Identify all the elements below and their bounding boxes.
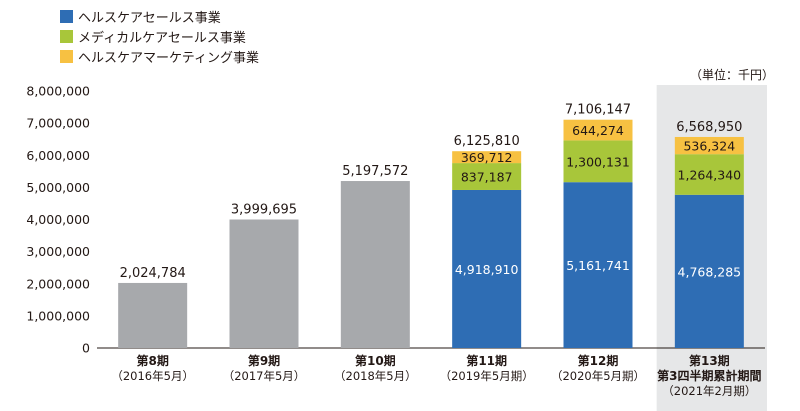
y-tick-label: 5,000,000 bbox=[26, 180, 90, 195]
bar-total-label: 5,197,572 bbox=[342, 164, 408, 179]
bar-total-label: 6,125,810 bbox=[454, 134, 520, 149]
segment-value-label: 4,768,285 bbox=[678, 264, 742, 279]
x-category-label: 第12期 bbox=[578, 353, 619, 368]
segment-value-label: 5,161,741 bbox=[566, 258, 630, 273]
x-category-label: （2020年5月期） bbox=[551, 369, 645, 383]
legend-swatch-healthcare-sales bbox=[60, 9, 73, 23]
bar-total-label: 6,568,950 bbox=[676, 120, 742, 135]
bar-total-label: 7,106,147 bbox=[565, 103, 631, 118]
bar-segment-1 bbox=[563, 140, 633, 183]
legend-swatch-healthcare-marketing bbox=[60, 49, 73, 63]
legend-item-healthcare-sales: ヘルスケアセールス事業 bbox=[60, 6, 259, 26]
segment-value-label: 369,712 bbox=[461, 150, 513, 165]
unit-label: （単位：千円） bbox=[689, 68, 774, 82]
bar-total-label: 2,024,784 bbox=[120, 266, 186, 281]
bar-total bbox=[229, 219, 299, 348]
bar-total bbox=[118, 282, 188, 348]
bar-segment-1 bbox=[452, 163, 522, 190]
bar-segment-1 bbox=[674, 154, 744, 195]
x-category-label: （2019年5月期） bbox=[440, 369, 534, 383]
bar-segment-0 bbox=[563, 182, 633, 348]
x-category-label: 第3四半期累計期間 bbox=[657, 368, 761, 383]
x-category-label: （2017年5月） bbox=[223, 369, 306, 383]
bar-segment-2 bbox=[563, 119, 633, 141]
y-tick-label: 3,000,000 bbox=[26, 244, 90, 259]
legend-item-medical-care-sales: メディカルケアセールス事業 bbox=[60, 26, 259, 46]
bar-total bbox=[340, 181, 410, 348]
x-category-label: （2018年5月） bbox=[334, 369, 417, 383]
x-category-label: 第13期 bbox=[689, 353, 730, 368]
legend-item-healthcare-marketing: ヘルスケアマーケティング事業 bbox=[60, 46, 259, 66]
bar-segment-0 bbox=[452, 189, 522, 348]
bar-segment-2 bbox=[452, 151, 522, 164]
bar-segment-2 bbox=[674, 136, 744, 155]
x-category-label: 第8期 bbox=[136, 353, 168, 368]
bar-total-label: 3,999,695 bbox=[231, 203, 297, 218]
legend-swatch-medical-care-sales bbox=[60, 29, 73, 43]
legend-label: ヘルスケアセールス事業 bbox=[78, 10, 221, 26]
legend-label: メディカルケアセールス事業 bbox=[78, 30, 246, 46]
y-tick-label: 7,000,000 bbox=[26, 116, 90, 131]
y-tick-label: 0 bbox=[82, 341, 90, 356]
segment-value-label: 644,274 bbox=[572, 123, 624, 138]
x-category-label: （2021年2月期） bbox=[662, 384, 756, 398]
segment-value-label: 1,300,131 bbox=[566, 154, 630, 169]
legend-label: ヘルスケアマーケティング事業 bbox=[78, 50, 259, 66]
x-category-label: 第10期 bbox=[355, 353, 396, 368]
x-category-label: 第9期 bbox=[248, 353, 280, 368]
legend: ヘルスケアセールス事業 メディカルケアセールス事業 ヘルスケアマーケティング事業 bbox=[60, 6, 259, 66]
y-tick-label: 2,000,000 bbox=[26, 276, 90, 291]
y-tick-label: 6,000,000 bbox=[26, 148, 90, 163]
bar-segment-0 bbox=[674, 194, 744, 348]
y-tick-label: 1,000,000 bbox=[26, 308, 90, 323]
segment-value-label: 4,918,910 bbox=[455, 262, 519, 277]
x-category-label: 第11期 bbox=[466, 353, 507, 368]
segment-value-label: 1,264,340 bbox=[678, 168, 742, 183]
y-tick-label: 4,000,000 bbox=[26, 212, 90, 227]
x-category-label: （2016年5月） bbox=[111, 369, 194, 383]
y-tick-label: 8,000,000 bbox=[26, 84, 90, 99]
segment-value-label: 837,187 bbox=[461, 170, 513, 185]
segment-value-label: 536,324 bbox=[683, 139, 735, 154]
